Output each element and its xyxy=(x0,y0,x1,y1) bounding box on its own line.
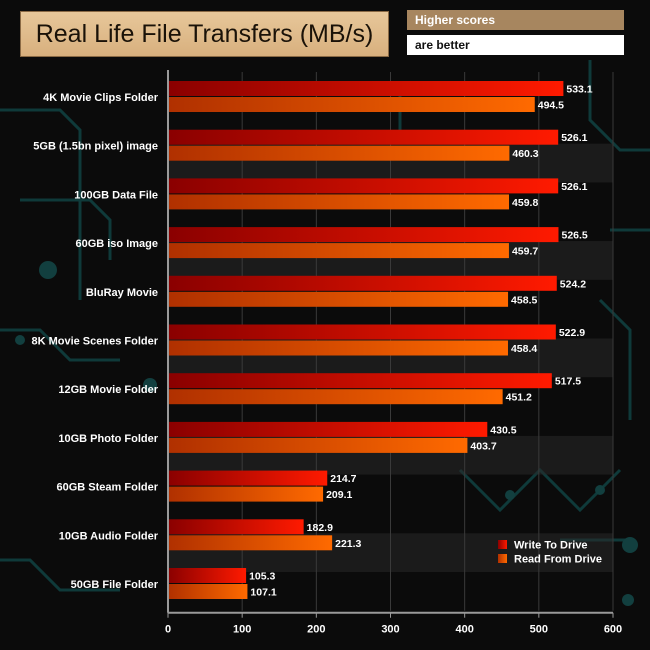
x-tick-label: 200 xyxy=(307,624,325,636)
bar-read xyxy=(168,535,333,551)
bar-read xyxy=(168,584,248,599)
value-label-write: 214.7 xyxy=(330,473,356,485)
bar-read xyxy=(168,437,468,453)
category-label: 100GB Data File xyxy=(74,189,158,201)
bar-read xyxy=(168,486,324,502)
background-circuit-decoration xyxy=(0,60,650,606)
x-tick-label: 100 xyxy=(233,624,251,636)
value-label-write: 522.9 xyxy=(559,327,585,339)
bar-group xyxy=(168,81,564,599)
bar-read xyxy=(168,243,509,259)
x-tick-label: 400 xyxy=(455,624,473,636)
value-label-read: 458.5 xyxy=(511,294,537,306)
value-label-write: 526.1 xyxy=(561,181,587,193)
value-label-write: 533.1 xyxy=(566,84,592,96)
circuit-trace xyxy=(0,558,120,592)
category-label: 10GB Photo Folder xyxy=(58,433,158,445)
bar-write xyxy=(168,519,304,535)
bar-read xyxy=(168,145,510,161)
circuit-node xyxy=(595,485,605,495)
bar-write xyxy=(168,568,247,583)
category-label: 12GB Movie Folder xyxy=(58,384,158,396)
value-label-write: 526.1 xyxy=(561,132,587,144)
category-label: 4K Movie Clips Folder xyxy=(43,92,159,104)
circuit-trace xyxy=(20,198,112,260)
value-label-read: 107.1 xyxy=(250,587,276,599)
category-label: 10GB Audio Folder xyxy=(59,530,159,542)
value-label-write: 182.9 xyxy=(307,522,333,534)
bar-write xyxy=(168,275,557,291)
x-tick-label: 0 xyxy=(165,624,171,636)
circuit-node xyxy=(15,335,25,345)
value-label-read: 460.3 xyxy=(512,148,538,160)
bar-write xyxy=(168,421,488,437)
x-tick-label: 500 xyxy=(530,624,548,636)
note-higher-scores: Higher scores xyxy=(407,10,624,30)
chart-title: Real Life File Transfers (MB/s) xyxy=(20,11,389,57)
value-label-read: 459.8 xyxy=(512,197,538,209)
circuit-node xyxy=(505,490,515,500)
legend-swatch-read xyxy=(498,554,507,563)
category-label: BluRay Movie xyxy=(86,287,158,299)
circuit-trace xyxy=(0,108,82,300)
bar-write xyxy=(168,373,552,389)
bar-read xyxy=(168,389,503,405)
bar-write xyxy=(168,178,559,194)
value-label-write: 517.5 xyxy=(555,376,581,388)
value-label-read: 459.7 xyxy=(512,246,538,258)
value-label-read: 209.1 xyxy=(326,489,352,501)
category-label: 5GB (1.5bn pixel) image xyxy=(33,141,158,153)
circuit-trace xyxy=(588,60,650,152)
bar-read xyxy=(168,194,510,210)
value-label-read: 458.4 xyxy=(511,343,537,355)
bar-read xyxy=(168,291,509,307)
category-label: 8K Movie Scenes Folder xyxy=(31,336,158,348)
bar-write xyxy=(168,227,559,243)
legend-label-read: Read From Drive xyxy=(514,554,602,566)
x-tick-label: 300 xyxy=(381,624,399,636)
category-label: 50GB File Folder xyxy=(71,579,159,591)
value-label-read: 451.2 xyxy=(506,392,532,404)
circuit-trace xyxy=(598,298,632,420)
legend-swatch-write xyxy=(498,540,507,549)
category-label: 60GB iso Image xyxy=(75,238,158,250)
bar-write xyxy=(168,324,556,340)
legend: Write To Drive Read From Drive xyxy=(498,540,602,566)
value-label-read: 221.3 xyxy=(335,538,361,550)
circuit-node xyxy=(622,537,638,553)
circuit-node xyxy=(143,378,157,392)
circuit-trace xyxy=(0,328,120,362)
value-label-read: 494.5 xyxy=(538,100,564,112)
value-label-write: 105.3 xyxy=(249,571,275,583)
category-label: 60GB Steam Folder xyxy=(57,482,159,494)
bar-read xyxy=(168,340,508,356)
value-label-write: 524.2 xyxy=(560,278,586,290)
value-label-read: 403.7 xyxy=(470,440,496,452)
value-label-write: 430.5 xyxy=(490,424,516,436)
x-axis: 0 100 200 300 400 500 600 xyxy=(165,70,622,636)
circuit-node xyxy=(622,594,634,606)
circuit-node xyxy=(39,261,57,279)
value-label-write: 526.5 xyxy=(561,230,587,242)
bar-write xyxy=(168,129,559,145)
legend-label-write: Write To Drive xyxy=(514,540,588,552)
bar-read xyxy=(168,97,535,112)
note-are-better: are better xyxy=(407,35,624,55)
bar-write xyxy=(168,470,328,486)
x-tick-label: 600 xyxy=(604,624,622,636)
bar-write xyxy=(168,81,564,96)
